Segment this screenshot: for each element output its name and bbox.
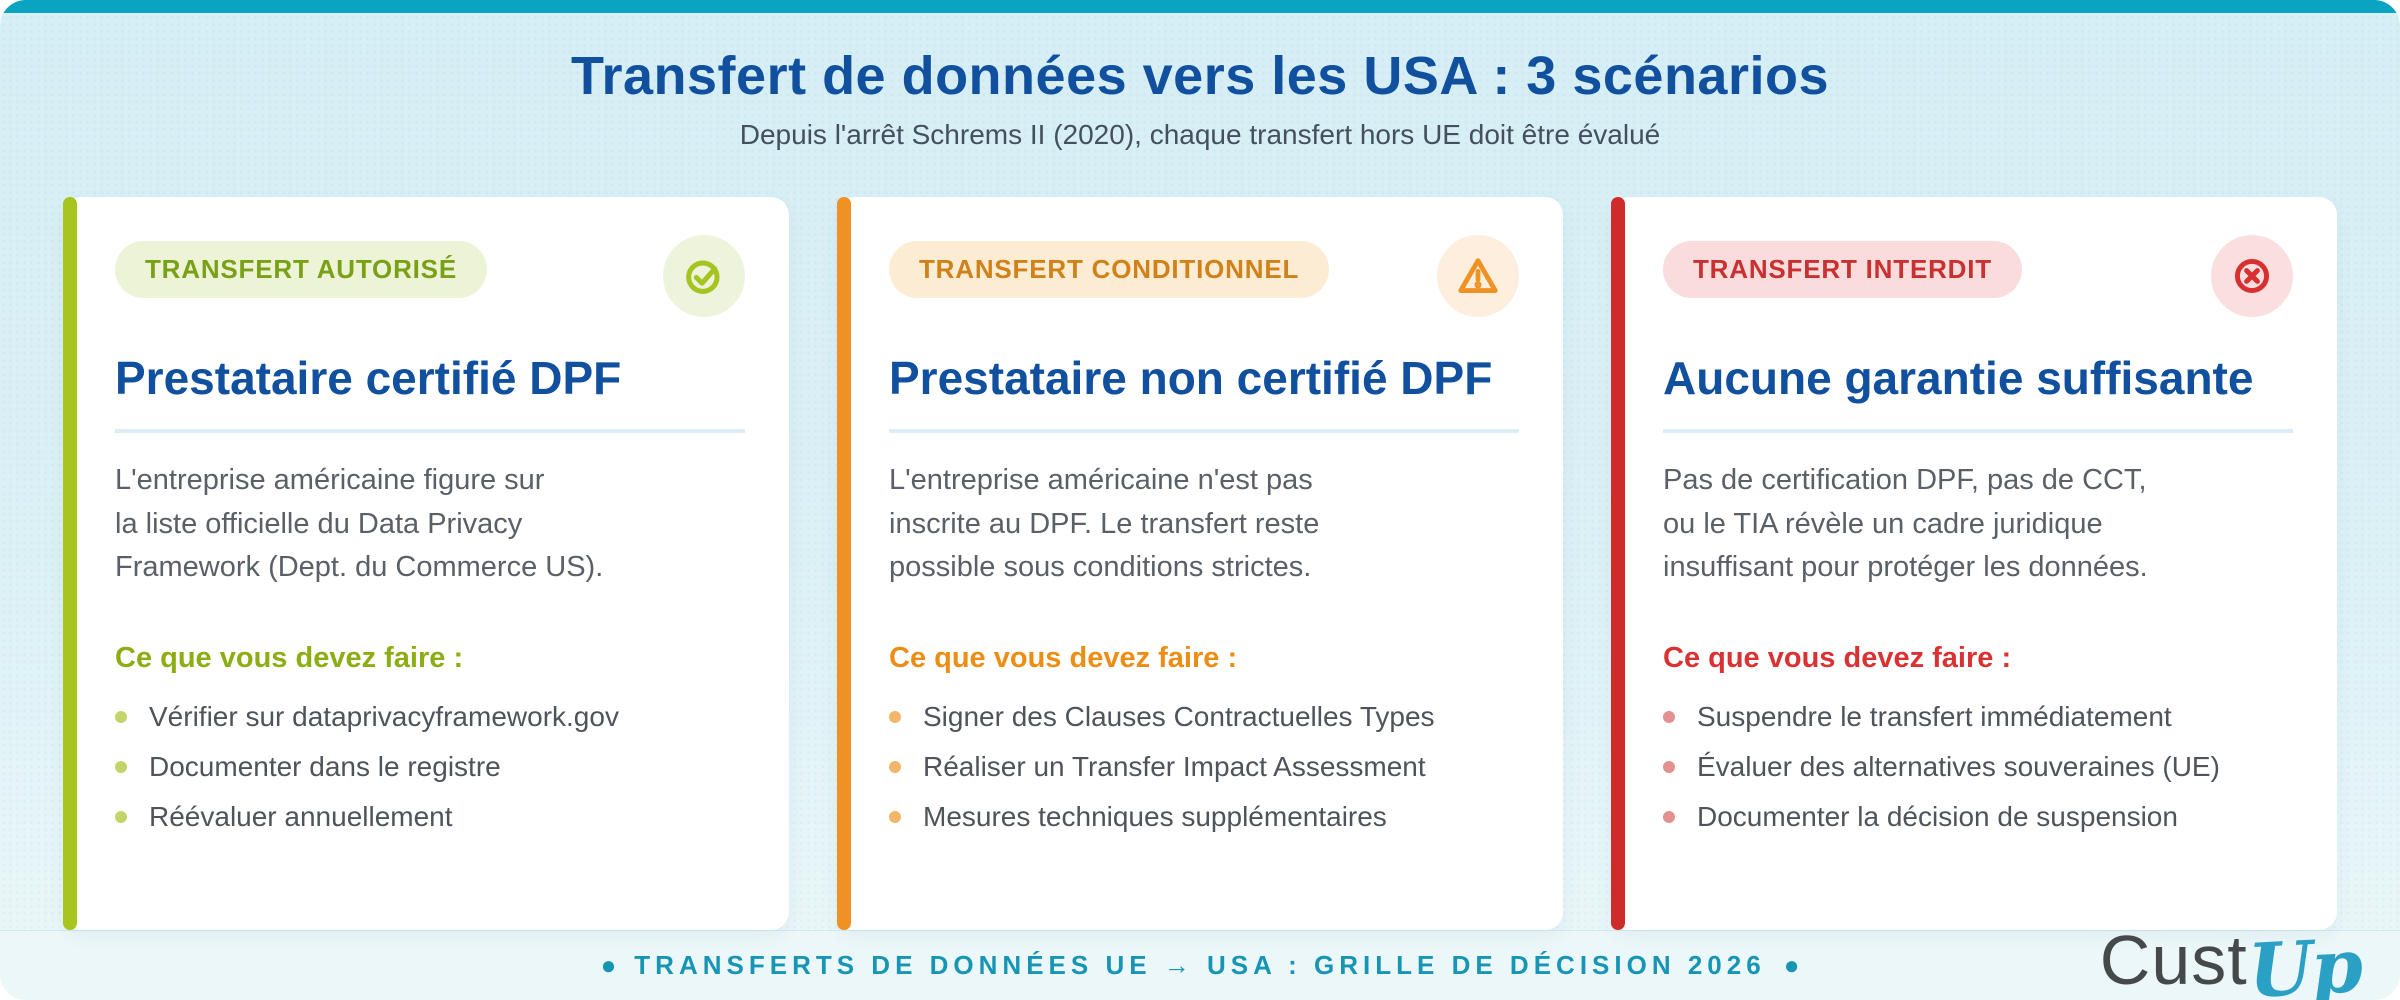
card-accent-bar	[837, 197, 851, 930]
logo-text-cust: Cust	[2099, 921, 2248, 999]
list-item: Réévaluer annuellement	[115, 801, 745, 833]
card-description: L'entreprise américaine figure sur la li…	[115, 464, 604, 583]
custup-logo: Cust Up	[2099, 921, 2363, 1000]
list-item: Suspendre le transfert immédiatement	[1663, 701, 2293, 733]
todo-heading: Ce que vous devez faire :	[889, 641, 1238, 674]
list-item: Documenter dans le registre	[115, 751, 745, 783]
card-title: Aucune garantie suffisante	[1663, 351, 2293, 433]
list-item: Signer des Clauses Contractuelles Types	[889, 701, 1519, 733]
warning-triangle-icon	[1437, 235, 1519, 317]
card-header-row: TRANSFERT INTERDIT	[1663, 235, 2293, 317]
list-item: Documenter la décision de suspension	[1663, 801, 2293, 833]
list-item-label: Réévaluer annuellement	[149, 800, 453, 832]
list-item-label: Documenter la décision de suspension	[1697, 800, 2178, 832]
bullet-dot	[1663, 760, 1675, 773]
page-subtitle: Depuis l'arrêt Schrems II (2020), chaque…	[739, 119, 1661, 150]
top-accent-bar	[0, 0, 2400, 13]
todo-list: Suspendre le transfert immédiatement Éva…	[1663, 701, 2293, 833]
card-description: L'entreprise américaine n'est pas inscri…	[889, 464, 1320, 583]
list-item: Évaluer des alternatives souveraines (UE…	[1663, 751, 2293, 783]
list-item-label: Vérifier sur dataprivacyframework.gov	[149, 700, 619, 732]
card-title: Prestataire non certifié DPF	[889, 351, 1519, 433]
list-item-label: Réaliser un Transfer Impact Assessment	[923, 750, 1426, 782]
footer-band: ● TRANSFERTS DE DONNÉES UE → USA : GRILL…	[0, 930, 2400, 1000]
bullet-dot	[115, 760, 127, 773]
card-transfert-autorise: TRANSFERT AUTORISÉ Prestataire certifié …	[63, 197, 789, 930]
card-accent-bar	[1611, 197, 1625, 930]
bullet-dot	[889, 810, 901, 823]
list-item: Vérifier sur dataprivacyframework.gov	[115, 701, 745, 733]
list-item-label: Évaluer des alternatives souveraines (UE…	[1697, 750, 2220, 782]
todo-heading: Ce que vous devez faire :	[115, 641, 464, 674]
header: Transfert de données vers les USA : 3 sc…	[0, 45, 2400, 151]
card-transfert-conditionnel: TRANSFERT CONDITIONNEL Prestataire non c…	[837, 197, 1563, 930]
list-item-label: Mesures techniques supplémentaires	[923, 800, 1387, 832]
bullet-dot	[115, 810, 127, 823]
footer-caption: TRANSFERTS DE DONNÉES UE → USA : GRILLE …	[634, 950, 1766, 980]
todo-list: Vérifier sur dataprivacyframework.gov Do…	[115, 701, 745, 833]
card-transfert-interdit: TRANSFERT INTERDIT Aucune garantie suffi…	[1611, 197, 2337, 930]
status-badge: TRANSFERT CONDITIONNEL	[889, 241, 1330, 298]
status-badge: TRANSFERT INTERDIT	[1663, 241, 2022, 298]
bullet-dot	[115, 710, 127, 723]
scenario-cards: TRANSFERT AUTORISÉ Prestataire certifié …	[0, 197, 2400, 930]
todo-list: Signer des Clauses Contractuelles Types …	[889, 701, 1519, 833]
todo-heading: Ce que vous devez faire :	[1663, 641, 2012, 674]
bullet-dot	[889, 710, 901, 723]
list-item: Réaliser un Transfer Impact Assessment	[889, 751, 1519, 783]
footer-dot-left: ●	[600, 950, 617, 980]
bullet-dot	[889, 760, 901, 773]
card-header-row: TRANSFERT CONDITIONNEL	[889, 235, 1519, 317]
bullet-dot	[1663, 710, 1675, 723]
card-title: Prestataire certifié DPF	[115, 351, 745, 433]
card-header-row: TRANSFERT AUTORISÉ	[115, 235, 745, 317]
list-item-label: Suspendre le transfert immédiatement	[1697, 700, 2172, 732]
check-circle-icon	[663, 235, 745, 317]
bullet-dot	[1663, 810, 1675, 823]
card-accent-bar	[63, 197, 77, 930]
logo-text-up: Up	[2246, 923, 2363, 1000]
x-circle-icon	[2211, 235, 2293, 317]
status-badge: TRANSFERT AUTORISÉ	[115, 241, 487, 298]
list-item-label: Documenter dans le registre	[149, 750, 501, 782]
footer-dot-right: ●	[1783, 950, 1800, 980]
list-item: Mesures techniques supplémentaires	[889, 801, 1519, 833]
card-description: Pas de certification DPF, pas de CCT, ou…	[1663, 464, 2148, 583]
page-title: Transfert de données vers les USA : 3 sc…	[570, 46, 1829, 106]
list-item-label: Signer des Clauses Contractuelles Types	[923, 700, 1435, 732]
